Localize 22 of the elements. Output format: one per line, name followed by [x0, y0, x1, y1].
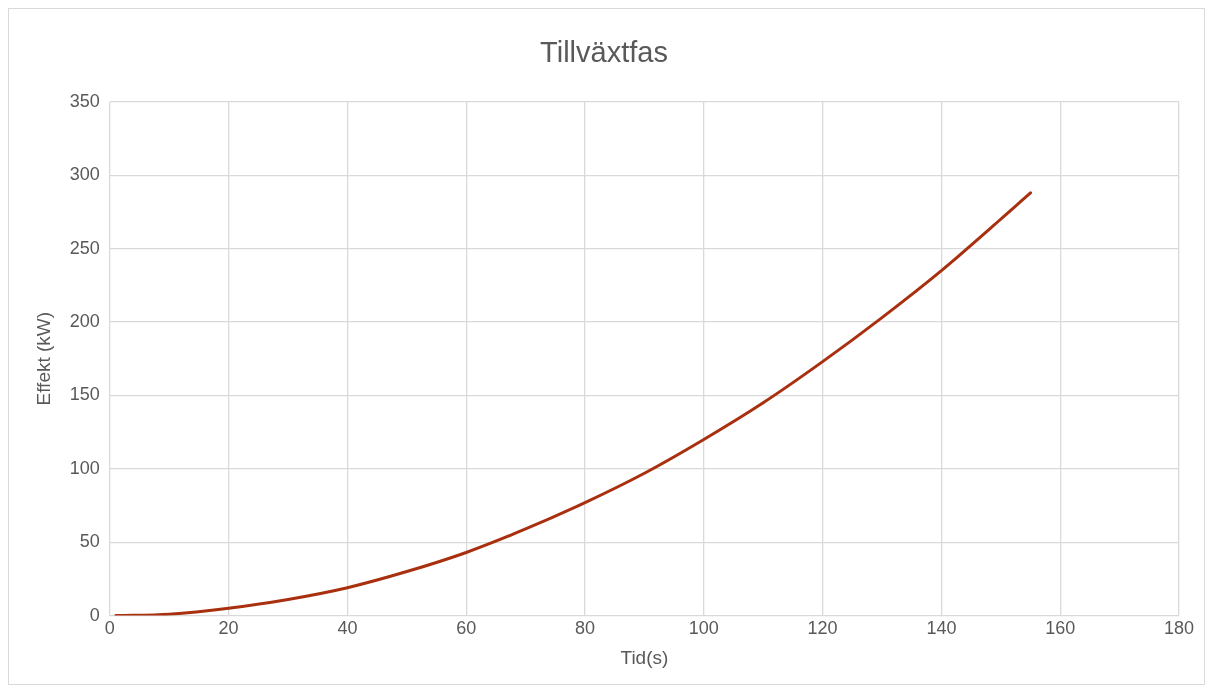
- x-tick-label: 80: [575, 618, 596, 639]
- x-axis-title: Tid(s): [620, 646, 669, 668]
- chart-title: Tillväxtfas: [540, 36, 668, 69]
- y-tick-label: 150: [69, 384, 100, 405]
- y-tick-label: 350: [69, 90, 100, 111]
- y-tick-label: 300: [69, 164, 100, 185]
- x-tick-label: 160: [1045, 618, 1076, 639]
- x-tick-label: 0: [104, 618, 115, 639]
- x-tick-label: 100: [688, 618, 719, 639]
- y-tick-label: 0: [89, 604, 100, 625]
- x-tick-label: 20: [218, 618, 239, 639]
- y-tick-label: 50: [79, 531, 100, 552]
- y-tick-label: 100: [69, 457, 100, 478]
- x-tick-label: 180: [1163, 618, 1195, 639]
- x-tick-label: 60: [456, 618, 477, 639]
- line-series: [114, 191, 1032, 616]
- y-axis-title: Effekt (kW): [32, 311, 54, 406]
- y-tick-label: 250: [69, 237, 100, 258]
- y-tick-label: 200: [69, 310, 100, 331]
- x-tick-label: 40: [337, 618, 358, 639]
- x-tick-label: 140: [926, 618, 957, 639]
- x-tick-label: 120: [807, 618, 838, 639]
